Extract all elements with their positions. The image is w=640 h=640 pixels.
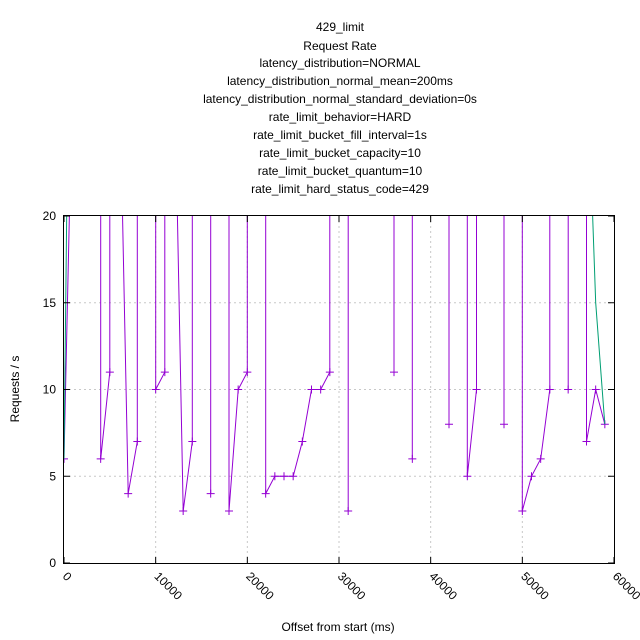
data-point [536,454,545,463]
data-point [325,368,334,377]
data-point [243,368,252,377]
data-point [151,385,160,394]
y-tick-label: 10 [43,383,57,397]
data-point [105,368,114,377]
data-point [188,437,197,446]
title-line: rate_limit_bucket_capacity=10 [259,146,421,160]
data-point [527,472,536,481]
series-1 [64,216,606,459]
title-line: rate_limit_bucket_quantum=10 [258,164,423,178]
data-point [316,385,325,394]
data-point [445,420,453,429]
data-point [289,472,298,481]
data-point [298,437,307,446]
data-point [564,385,573,394]
data-point [160,368,169,377]
data-point [408,454,417,463]
series [64,216,609,515]
plot-frame [63,215,615,564]
y-tick-label: 15 [43,296,57,310]
y-tick-label: 0 [49,556,56,570]
y-tick-label: 5 [49,469,56,483]
data-point [133,437,142,446]
x-tick-label: 60000 [610,569,640,603]
data-point [390,368,398,377]
x-tick-label: 20000 [243,569,277,603]
data-point [307,385,316,394]
y-tick-label: 20 [43,209,57,223]
data-point [124,489,133,498]
data-point [225,506,233,515]
data-point [64,454,68,463]
title-line: latency_distribution=NORMAL [259,56,420,70]
data-point [261,489,270,498]
data-point [582,437,591,446]
tick-labels: 0 5 10 15 20 0 10000 20000 30000 40000 50000 60000 [43,209,640,603]
data-point [591,385,600,394]
series-0 [64,216,609,515]
title-line: rate_limit_bucket_fill_interval=1s [253,128,427,142]
y-axis-label: Requests / s [8,356,22,423]
x-tick-label: 10000 [152,569,186,603]
grid [64,216,614,563]
series-line [64,216,606,459]
data-point [463,472,472,481]
data-point [500,420,508,429]
title-line: Request Rate [303,39,377,53]
data-point [545,385,554,394]
x-tick-label: 40000 [427,569,461,603]
data-point [206,489,215,498]
x-tick-label: 30000 [335,569,369,603]
title-line: latency_distribution_normal_standard_dev… [203,92,477,106]
title-line: rate_limit_behavior=HARD [269,110,412,124]
data-point [234,385,243,394]
series-line [64,216,606,512]
axes [63,215,615,564]
data-point [344,506,353,515]
data-point [280,472,288,481]
x-tick-label: 0 [60,569,75,584]
data-point [96,454,105,463]
data-point [472,385,481,394]
title-line: rate_limit_hard_status_code=429 [251,182,429,196]
title-line: 429_limit [316,20,365,34]
data-point [270,472,279,481]
data-point [518,506,527,515]
title-line: latency_distribution_normal_mean=200ms [227,74,453,88]
x-axis-label: Offset from start (ms) [281,620,394,634]
chart-title: 429_limit Request Rate latency_distribut… [203,20,477,196]
data-point [179,506,188,515]
x-tick-label: 50000 [518,569,552,603]
